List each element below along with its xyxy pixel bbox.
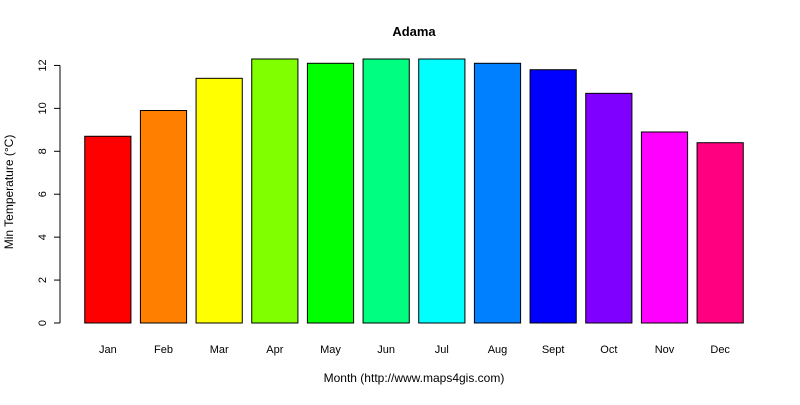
bar-may <box>306 62 355 324</box>
y-axis-label: Min Temperature (°C) <box>2 135 16 250</box>
x-tick-label: Jan <box>99 344 117 356</box>
x-tick-label: Jun <box>377 344 395 356</box>
y-tick-label: 6 <box>37 191 49 197</box>
x-tick-label: Oct <box>600 344 617 356</box>
bar-mar <box>195 77 243 324</box>
bar-oct <box>585 92 633 324</box>
y-axis: 0 2 4 6 8 10 12 <box>37 59 61 326</box>
x-tick-label: Jul <box>435 344 449 356</box>
x-tick-label: May <box>320 344 341 356</box>
bar-sept <box>529 69 577 324</box>
x-tick-labels: Jan Feb Mar Apr May Jun Jul Aug Sept Oct Nov Dec <box>99 344 730 356</box>
y-tick-label: 8 <box>37 148 49 154</box>
y-tick-label: 10 <box>37 102 49 114</box>
x-axis-label: Month (http://www.maps4gis.com) <box>324 371 505 385</box>
x-tick-label: Dec <box>710 344 730 356</box>
x-tick-label: Aug <box>488 344 508 356</box>
x-tick-label: Sept <box>542 344 565 356</box>
y-tick-label: 12 <box>37 59 49 71</box>
bar-aug <box>473 62 522 324</box>
bar-feb <box>139 110 188 324</box>
bar-jun <box>362 58 410 324</box>
x-tick-label: Apr <box>266 344 283 356</box>
y-tick-label: 0 <box>37 320 49 326</box>
y-tick-label: 4 <box>37 234 49 240</box>
x-tick-label: Nov <box>655 344 675 356</box>
bars-group <box>84 58 744 324</box>
bar-apr <box>251 58 299 324</box>
bar-dec <box>696 142 744 324</box>
bar-jul <box>418 58 466 324</box>
x-tick-label: Mar <box>210 344 229 356</box>
chart-title: Adama <box>392 24 436 39</box>
bar-jan <box>84 135 132 324</box>
x-tick-label: Feb <box>154 344 173 356</box>
bar-nov <box>640 131 689 324</box>
y-tick-label: 2 <box>37 277 49 283</box>
